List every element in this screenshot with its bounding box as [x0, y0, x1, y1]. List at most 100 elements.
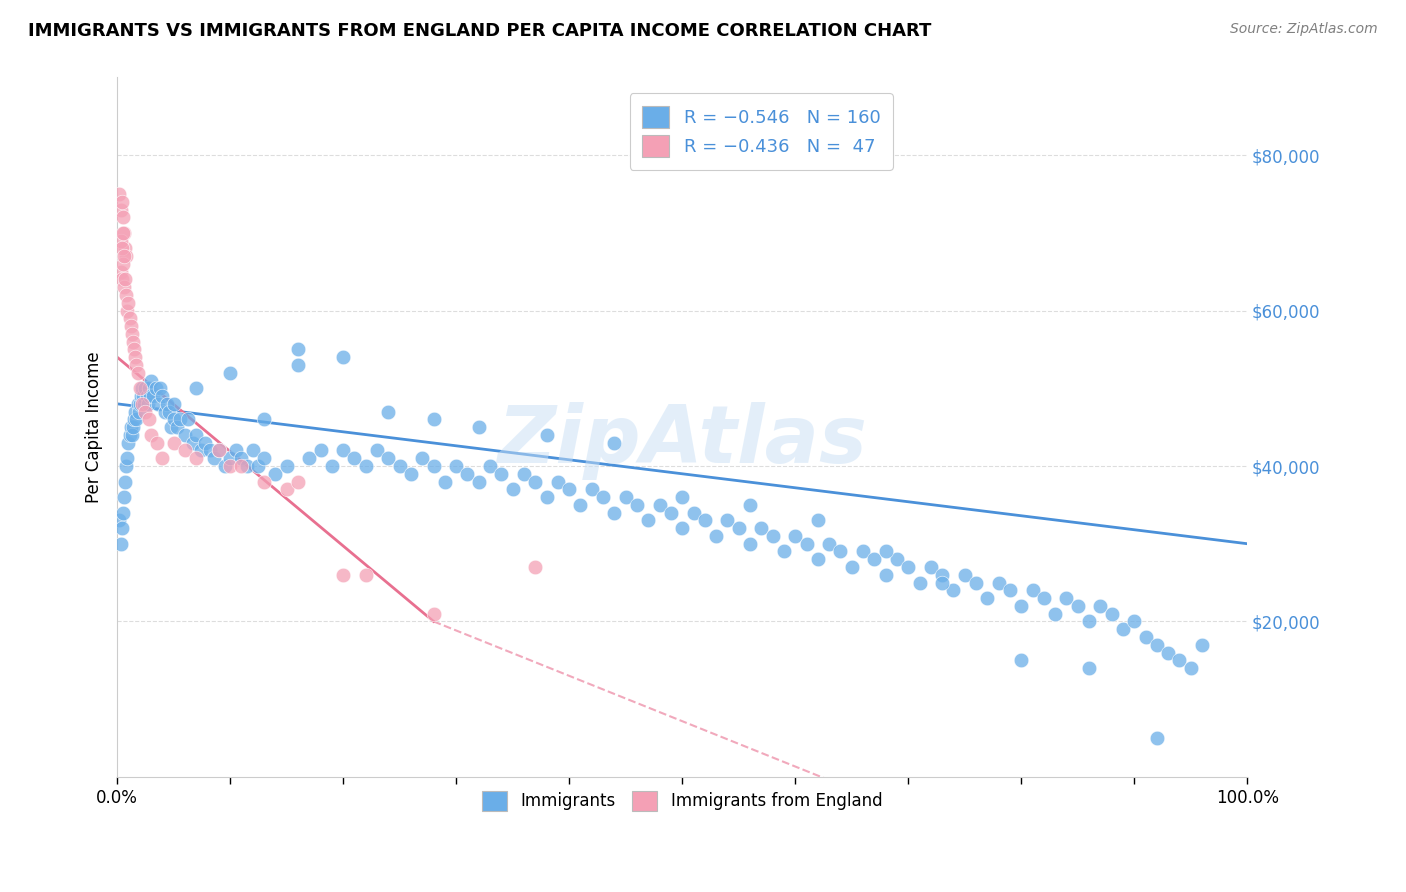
Point [208, 443, 231, 458]
Point [108, 187, 131, 202]
Point [841, 560, 863, 574]
Point [124, 350, 146, 364]
Point [115, 249, 138, 263]
Point [186, 451, 208, 466]
Point [111, 521, 134, 535]
Point [114, 272, 136, 286]
Point [796, 537, 818, 551]
Point [422, 607, 444, 621]
Point [762, 529, 785, 543]
Point [149, 381, 172, 395]
Point [1146, 638, 1168, 652]
Point [117, 435, 139, 450]
Point [693, 513, 716, 527]
Point [818, 537, 841, 551]
Point [117, 295, 139, 310]
Text: Source: ZipAtlas.com: Source: ZipAtlas.com [1230, 22, 1378, 37]
Point [931, 567, 953, 582]
Point [1078, 615, 1101, 629]
Point [153, 404, 176, 418]
Point [1021, 583, 1043, 598]
Point [110, 537, 132, 551]
Point [1135, 630, 1157, 644]
Point [253, 451, 276, 466]
Point [146, 397, 169, 411]
Point [558, 483, 581, 497]
Point [942, 583, 965, 598]
Point [411, 451, 433, 466]
Point [536, 490, 558, 504]
Point [502, 483, 524, 497]
Point [190, 443, 212, 458]
Point [614, 490, 637, 504]
Point [332, 350, 354, 364]
Point [122, 412, 145, 426]
Point [136, 397, 159, 411]
Point [603, 506, 626, 520]
Point [194, 435, 217, 450]
Point [807, 513, 830, 527]
Point [150, 451, 173, 466]
Point [138, 412, 160, 426]
Point [998, 583, 1021, 598]
Point [682, 506, 704, 520]
Point [366, 443, 388, 458]
Point [128, 397, 150, 411]
Point [908, 575, 931, 590]
Point [920, 560, 942, 574]
Point [142, 389, 165, 403]
Point [671, 521, 693, 535]
Point [264, 467, 287, 481]
Point [125, 358, 148, 372]
Point [111, 226, 134, 240]
Point [547, 475, 569, 489]
Point [875, 544, 897, 558]
Point [112, 280, 135, 294]
Point [457, 467, 479, 481]
Point [219, 366, 242, 380]
Point [157, 404, 180, 418]
Point [125, 412, 148, 426]
Point [163, 412, 186, 426]
Point [524, 560, 547, 574]
Point [332, 443, 354, 458]
Point [174, 428, 197, 442]
Point [444, 458, 467, 473]
Point [569, 498, 592, 512]
Point [863, 552, 886, 566]
Point [163, 435, 186, 450]
Point [253, 412, 276, 426]
Point [139, 374, 162, 388]
Point [287, 475, 309, 489]
Point [247, 458, 270, 473]
Point [287, 358, 309, 372]
Point [377, 451, 399, 466]
Point [524, 475, 547, 489]
Point [603, 435, 626, 450]
Point [773, 544, 796, 558]
Point [134, 381, 156, 395]
Point [1157, 646, 1180, 660]
Point [198, 443, 221, 458]
Point [716, 513, 738, 527]
Point [1101, 607, 1123, 621]
Point [231, 451, 253, 466]
Point [648, 498, 671, 512]
Point [738, 537, 761, 551]
Point [479, 458, 502, 473]
Point [145, 381, 167, 395]
Y-axis label: Per Capita Income: Per Capita Income [86, 351, 103, 503]
Point [897, 560, 920, 574]
Point [127, 366, 149, 380]
Point [111, 241, 134, 255]
Point [536, 428, 558, 442]
Point [354, 458, 377, 473]
Point [581, 483, 603, 497]
Point [139, 389, 162, 403]
Point [1168, 653, 1191, 667]
Point [626, 498, 648, 512]
Point [875, 567, 897, 582]
Point [309, 443, 332, 458]
Point [111, 211, 134, 225]
Point [321, 458, 343, 473]
